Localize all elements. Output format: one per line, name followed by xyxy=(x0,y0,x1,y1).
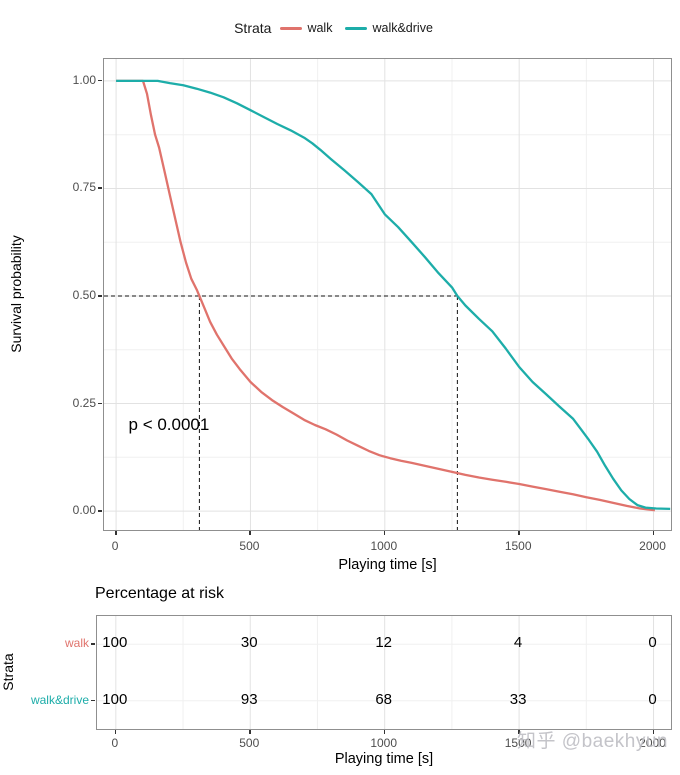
walk-drive-line-swatch-icon xyxy=(345,26,368,30)
p-value-annotation: p < 0.0001 xyxy=(128,415,210,435)
risk-row-tick-mark xyxy=(91,643,95,645)
y-tick-mark xyxy=(98,402,102,405)
y-axis-title: Survival probability xyxy=(8,235,24,353)
y-tick-label: 0.75 xyxy=(72,180,96,195)
x-axis-title: Playing time [s] xyxy=(338,557,437,573)
risk-value-cell: 93 xyxy=(240,690,258,708)
risk-row-tick-mark xyxy=(91,699,95,702)
watermark: 知乎 @baekhyun xyxy=(517,731,668,752)
risk-value-cell: 30 xyxy=(240,634,258,652)
risk-value-cell: 68 xyxy=(375,690,393,708)
risk-value-cell: 12 xyxy=(375,634,393,652)
y-tick-label: 1.00 xyxy=(72,72,96,87)
legend-label-walk-drive: walk&drive xyxy=(372,21,433,35)
risk-table-canvas xyxy=(97,616,671,729)
risk-x-tick-mark xyxy=(249,730,251,734)
survival-plot-panel xyxy=(103,58,672,531)
walk-line-swatch-icon xyxy=(280,26,303,30)
y-tick-mark xyxy=(98,187,102,189)
x-tick-mark xyxy=(249,531,251,535)
x-tick-label: 2000 xyxy=(639,539,666,553)
y-tick-label: 0.00 xyxy=(72,503,96,518)
legend-item-walk-drive: walk&drive xyxy=(345,21,433,35)
risk-x-axis-title: Playing time [s] xyxy=(334,751,434,767)
y-tick-label: 0.25 xyxy=(72,395,96,410)
x-tick-label: 500 xyxy=(239,539,260,553)
survival-curve-walk-drive xyxy=(116,79,671,511)
x-tick-mark xyxy=(652,531,655,535)
legend-item-walk: walk xyxy=(280,21,332,35)
x-tick-mark xyxy=(518,531,520,535)
x-tick-label: 1500 xyxy=(504,539,532,553)
risk-x-tick-label: 1500 xyxy=(504,736,532,750)
y-tick-mark xyxy=(98,510,102,512)
risk-x-tick-label: 1000 xyxy=(370,736,398,750)
survival-curve-walk xyxy=(116,79,656,512)
risk-x-tick-mark xyxy=(518,730,520,734)
risk-x-tick-label: 500 xyxy=(239,736,260,750)
x-tick-mark xyxy=(383,531,386,535)
x-tick-label: 0 xyxy=(111,539,119,553)
risk-value-cell: 100 xyxy=(102,634,128,652)
risk-value-cell: 0 xyxy=(648,634,657,652)
risk-x-tick-label: 0 xyxy=(111,736,119,750)
risk-value-cell: 100 xyxy=(102,690,128,708)
x-tick-mark xyxy=(115,531,117,535)
risk-table-title: Percentage at risk xyxy=(95,585,224,602)
survival-curves-canvas xyxy=(104,59,671,530)
risk-value-cell: 4 xyxy=(513,634,523,652)
y-tick-label: 0.50 xyxy=(72,288,96,302)
risk-row-label-walk: walk xyxy=(64,636,89,651)
risk-x-tick-mark xyxy=(652,730,655,734)
risk-x-tick-label: 2000 xyxy=(639,736,666,750)
risk-x-tick-mark xyxy=(114,730,117,734)
x-tick-label: 1000 xyxy=(370,539,398,553)
risk-y-axis-title: Strata xyxy=(0,653,16,691)
y-tick-mark xyxy=(98,79,102,82)
legend-title: Strata xyxy=(234,20,272,36)
risk-value-cell: 0 xyxy=(648,690,657,708)
legend-label-walk: walk xyxy=(307,21,333,35)
risk-table-panel xyxy=(96,615,672,730)
risk-x-tick-mark xyxy=(383,730,386,734)
risk-value-cell: 33 xyxy=(509,690,527,708)
y-tick-mark xyxy=(98,295,102,297)
legend: Strata walk walk&drive xyxy=(0,18,680,38)
risk-row-label-walk-drive: walk&drive xyxy=(30,692,89,707)
